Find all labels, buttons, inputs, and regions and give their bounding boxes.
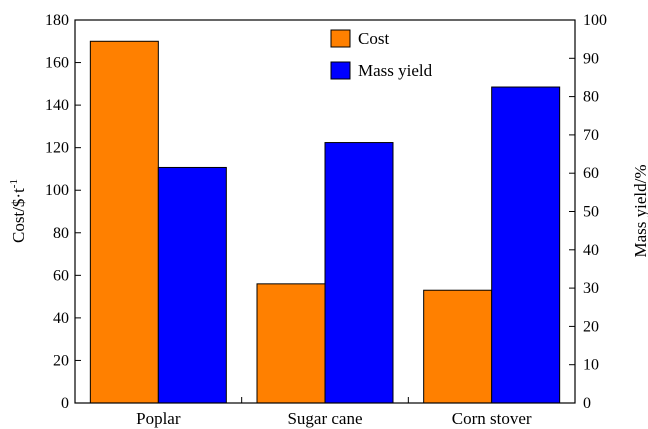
bar-cost-poplar (89, 40, 159, 404)
bars-group (89, 40, 561, 404)
left-tick-label: 160 (45, 55, 69, 72)
bar-cost-sugar-cane (256, 283, 326, 404)
right-tick-label: 50 (583, 204, 599, 221)
bar-mass-yield-sugar-cane (324, 142, 394, 404)
right-axis-title: Mass yield/% (631, 164, 648, 257)
left-axis-ticks: 0 20 40 60 80 100 120 140 160 180 (45, 12, 81, 412)
right-tick-label: 80 (583, 89, 599, 106)
right-tick-label: 90 (583, 50, 599, 67)
category-axis-ticks: Poplar Sugar cane Corn stover (136, 397, 532, 428)
right-tick-label: 40 (583, 242, 599, 259)
left-axis-title-main: Cost/$·t (9, 188, 28, 243)
right-tick-label: 100 (583, 12, 607, 29)
category-label: Poplar (136, 409, 181, 428)
left-tick-label: 20 (53, 352, 69, 369)
legend-label-mass-yield: Mass yield (358, 61, 433, 80)
right-tick-label: 0 (583, 395, 591, 412)
legend-label-cost: Cost (358, 29, 389, 48)
right-tick-label: 60 (583, 165, 599, 182)
right-tick-label: 30 (583, 280, 599, 297)
legend-swatch-cost (330, 29, 351, 48)
right-axis-ticks: 0 10 20 30 40 50 60 70 80 90 100 (569, 12, 607, 412)
left-tick-label: 40 (53, 310, 69, 327)
legend: Cost Mass yield (330, 29, 433, 80)
right-tick-label: 20 (583, 318, 599, 335)
bar-mass-yield-poplar (157, 166, 227, 404)
category-label: Corn stover (452, 409, 532, 428)
bar-cost-corn-stover (423, 289, 493, 404)
bar-mass-yield-corn-stover (491, 86, 561, 404)
left-tick-label: 80 (53, 225, 69, 242)
left-axis-title-superscript: -1 (8, 179, 20, 188)
left-tick-label: 0 (61, 395, 69, 412)
right-tick-label: 10 (583, 357, 599, 374)
left-tick-label: 120 (45, 140, 69, 157)
left-tick-label: 60 (53, 267, 69, 284)
left-tick-label: 100 (45, 182, 69, 199)
right-tick-label: 70 (583, 127, 599, 144)
left-tick-label: 180 (45, 12, 69, 29)
category-label: Sugar cane (287, 409, 362, 428)
left-axis-title: Cost/$·t-1 (8, 179, 28, 243)
legend-swatch-mass-yield (330, 61, 351, 80)
left-tick-label: 140 (45, 97, 69, 114)
